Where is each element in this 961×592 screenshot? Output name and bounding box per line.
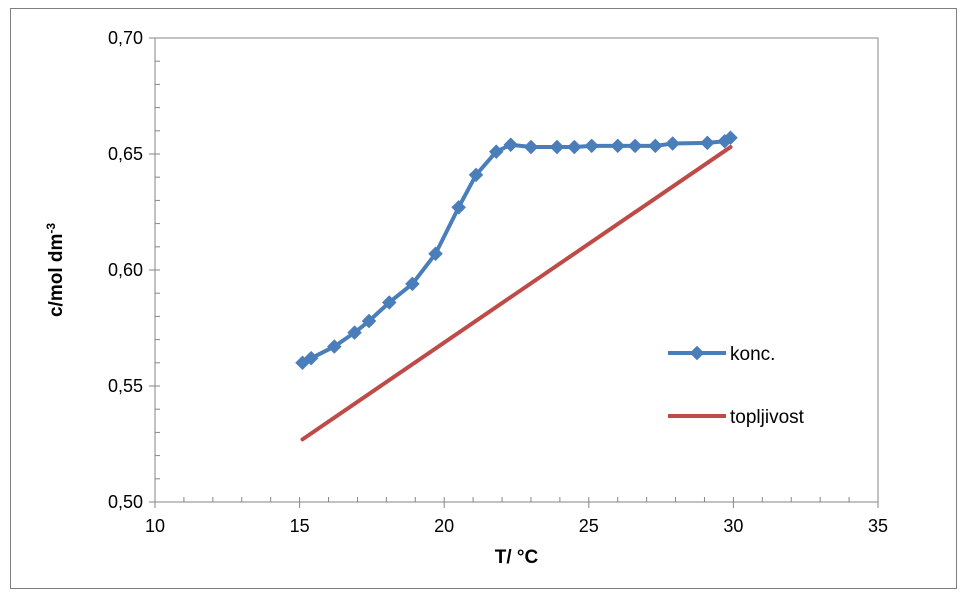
legend-label: topljivost: [730, 407, 805, 428]
data-point: [584, 138, 600, 154]
data-point: [549, 139, 565, 155]
data-point: [303, 350, 319, 366]
y-axis-title-superscript: -3: [44, 223, 58, 234]
data-point: [347, 325, 362, 340]
plot-area: [154, 37, 879, 503]
axes: 0,50 0,55 0,60 0,65 0,70 10 15 20 25 30 35: [108, 28, 888, 536]
data-point: [503, 137, 519, 153]
legend-marker: [689, 345, 705, 361]
data-point: [647, 138, 663, 154]
data-point: [428, 246, 443, 262]
data-point: [523, 139, 539, 155]
x-tick-label: 35: [868, 516, 888, 536]
y-tick-label: 0,60: [108, 260, 143, 280]
x-tick-label: 10: [145, 516, 165, 536]
data-point: [610, 138, 626, 154]
data-point: [361, 313, 377, 329]
y-tick-label: 0,55: [108, 376, 143, 396]
data-point: [451, 200, 467, 215]
y-tick-label: 0,50: [108, 492, 143, 512]
y-axis-title: c/mol dm-3: [44, 223, 67, 317]
data-point: [488, 144, 504, 160]
data-point: [326, 339, 342, 354]
x-axis-title: T/ °C: [495, 547, 539, 568]
data-point: [468, 167, 484, 183]
y-tick-label: 0,70: [108, 28, 143, 48]
x-tick-label: 25: [579, 516, 599, 536]
y-axis-title-main: c/mol dm: [46, 234, 67, 317]
data-point: [723, 130, 738, 146]
x-tick-label: 20: [434, 516, 454, 536]
data-point: [381, 295, 397, 310]
data-point: [405, 276, 420, 292]
plot-area-border: [154, 37, 879, 503]
series-layer: [295, 130, 738, 442]
data-point: [700, 135, 715, 151]
y-tick-label: 0,65: [108, 144, 143, 164]
data-point: [627, 138, 643, 154]
legend-label: konc.: [730, 344, 775, 365]
x-tick-label: 15: [290, 516, 310, 536]
legend: konc. topljivost: [668, 344, 805, 428]
data-point: [566, 139, 582, 155]
data-point: [665, 136, 681, 151]
series-line-2: [300, 145, 733, 442]
x-tick-label: 30: [723, 516, 743, 536]
